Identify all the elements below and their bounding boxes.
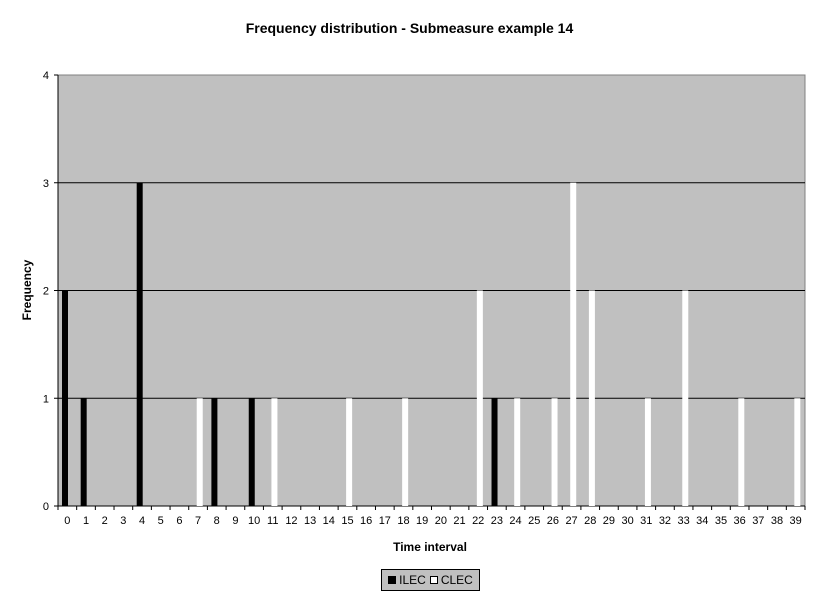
bar-clec [738,398,745,506]
bar-clec [271,398,278,506]
bars [62,182,801,506]
bar-clec [682,290,689,506]
y-tick-label: 4 [43,70,49,82]
y-tick-label: 3 [43,178,49,190]
bar-clec [514,398,521,506]
x-tick-label: 19 [416,515,428,527]
x-tick-label: 15 [341,515,353,527]
plot-area [57,74,806,507]
x-tick-label: 30 [621,515,633,527]
bar-ilec [211,398,218,506]
bar-clec [196,398,203,506]
bar-clec [551,398,558,506]
legend-swatch-ilec [388,576,397,584]
x-tick-label: 18 [397,515,409,527]
bar-ilec [136,182,143,506]
x-tick-label: 32 [659,515,671,527]
bar-clec [588,290,595,506]
y-tick-label: 0 [43,501,49,513]
x-tick-label: 20 [435,515,447,527]
x-tick-label: 23 [491,515,503,527]
y-axis-label: Frequency [20,259,34,320]
legend-swatch-clec [429,576,438,584]
x-tick-label: 37 [752,515,764,527]
x-tick-label: 2 [102,515,108,527]
y-axis-ticks: 0 1 2 3 4 [43,70,58,513]
bar-clec [402,398,409,506]
legend-label-clec: CLEC [440,573,473,587]
x-tick-label: 12 [285,515,297,527]
x-tick-label: 7 [195,515,201,527]
y-tick-label: 2 [43,286,49,298]
x-tick-label: 17 [379,515,391,527]
legend-item-ilec: ILEC [388,573,426,587]
chart-title: Frequency distribution - Submeasure exam… [245,20,574,36]
bar-clec [476,290,483,506]
bar-clec [794,398,801,506]
x-axis-ticks: 0 1 2 3 4 5 6 7 8 9 10 11 12 13 14 15 16 17 18 19 20 21 22 23 24… [57,506,806,527]
x-tick-label: 5 [158,515,164,527]
x-tick-label: 27 [565,515,577,527]
bar-clec [346,398,353,506]
x-tick-label: 22 [472,515,484,527]
x-tick-label: 1 [83,515,89,527]
x-tick-label: 28 [584,515,596,527]
bar-clec [570,182,577,506]
legend: ILEC CLEC [381,569,480,591]
x-tick-label: 33 [677,515,689,527]
x-tick-label: 16 [360,515,372,527]
x-axis-label: Time interval [393,540,467,554]
x-tick-label: 35 [715,515,727,527]
x-tick-label: 34 [696,515,708,527]
legend-item-clec: CLEC [429,573,473,587]
x-tick-label: 29 [603,515,615,527]
x-tick-label: 6 [176,515,182,527]
x-tick-label: 24 [509,515,521,527]
x-tick-label: 38 [771,515,783,527]
x-tick-label: 8 [214,515,220,527]
x-tick-label: 0 [64,515,70,527]
x-tick-label: 14 [323,515,335,527]
bar-ilec [491,398,498,506]
bar-ilec [62,290,68,506]
x-tick-label: 25 [528,515,540,527]
x-tick-label: 10 [248,515,260,527]
bar-ilec [80,398,87,506]
x-tick-label: 26 [547,515,559,527]
x-tick-label: 21 [453,515,465,527]
bar-clec [644,398,651,506]
x-tick-label: 36 [734,515,746,527]
x-tick-label: 4 [139,515,145,527]
bar-ilec [248,398,255,506]
x-tick-label: 9 [232,515,238,527]
y-tick-label: 1 [43,393,49,405]
x-tick-label: 3 [120,515,126,527]
x-tick-label: 11 [267,515,278,527]
x-tick-label: 39 [790,515,802,527]
legend-label-ilec: ILEC [399,573,426,587]
x-tick-label: 13 [304,515,316,527]
x-tick-label: 31 [640,515,652,527]
